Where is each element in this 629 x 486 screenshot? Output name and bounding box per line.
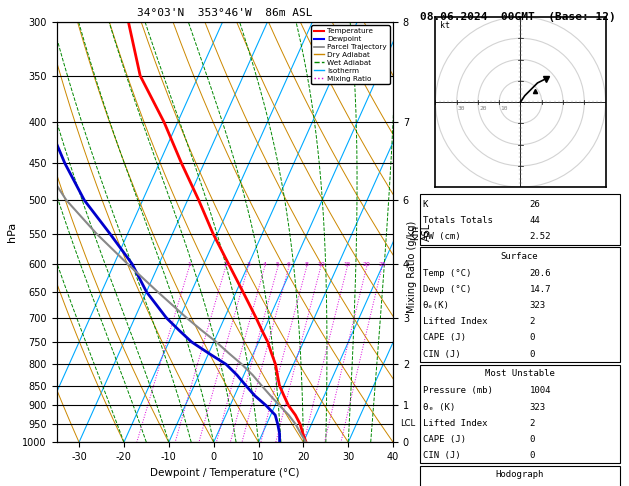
Text: CIN (J): CIN (J) — [423, 349, 460, 359]
Text: 5: 5 — [276, 262, 280, 267]
Text: Mixing Ratio (g/kg): Mixing Ratio (g/kg) — [407, 221, 417, 313]
Text: 1: 1 — [187, 262, 191, 267]
Text: 15: 15 — [343, 262, 351, 267]
Text: 2: 2 — [530, 317, 535, 327]
Text: K: K — [423, 200, 428, 209]
Text: 20: 20 — [363, 262, 370, 267]
Text: 8: 8 — [304, 262, 309, 267]
Text: Temp (°C): Temp (°C) — [423, 269, 471, 278]
Text: 0: 0 — [530, 349, 535, 359]
Text: 08.06.2024  00GMT  (Base: 12): 08.06.2024 00GMT (Base: 12) — [420, 12, 616, 22]
Text: 20: 20 — [479, 105, 487, 110]
Text: 323: 323 — [530, 301, 546, 311]
Text: PW (cm): PW (cm) — [423, 232, 460, 242]
Text: 26: 26 — [530, 200, 540, 209]
Text: 10: 10 — [317, 262, 325, 267]
Text: 30: 30 — [458, 105, 465, 110]
Text: kt: kt — [440, 20, 450, 30]
Text: 2.52: 2.52 — [530, 232, 551, 242]
Y-axis label: hPa: hPa — [7, 222, 17, 242]
Text: θₑ (K): θₑ (K) — [423, 402, 455, 412]
Text: Pressure (mb): Pressure (mb) — [423, 386, 493, 396]
Text: 4: 4 — [263, 262, 267, 267]
Text: 2: 2 — [224, 262, 228, 267]
Text: 0: 0 — [530, 434, 535, 444]
Text: LCL: LCL — [400, 419, 415, 428]
Text: CAPE (J): CAPE (J) — [423, 333, 465, 343]
Text: 1004: 1004 — [530, 386, 551, 396]
Text: 20.6: 20.6 — [530, 269, 551, 278]
Title: 34°03'N  353°46'W  86m ASL: 34°03'N 353°46'W 86m ASL — [137, 8, 313, 18]
Text: 3: 3 — [246, 262, 250, 267]
Text: 14.7: 14.7 — [530, 285, 551, 295]
Text: 323: 323 — [530, 402, 546, 412]
Text: Surface: Surface — [501, 252, 538, 260]
Text: 44: 44 — [530, 216, 540, 226]
Text: CIN (J): CIN (J) — [423, 451, 460, 460]
Text: Hodograph: Hodograph — [496, 470, 543, 479]
Text: 0: 0 — [530, 451, 535, 460]
Text: 25: 25 — [378, 262, 386, 267]
Text: Lifted Index: Lifted Index — [423, 418, 487, 428]
Text: θₑ(K): θₑ(K) — [423, 301, 450, 311]
Text: CAPE (J): CAPE (J) — [423, 434, 465, 444]
Legend: Temperature, Dewpoint, Parcel Trajectory, Dry Adiabat, Wet Adiabat, Isotherm, Mi: Temperature, Dewpoint, Parcel Trajectory… — [311, 25, 389, 85]
Text: Dewp (°C): Dewp (°C) — [423, 285, 471, 295]
Text: 6: 6 — [287, 262, 291, 267]
Text: 10: 10 — [500, 105, 508, 110]
Text: 0: 0 — [530, 333, 535, 343]
Text: Most Unstable: Most Unstable — [484, 369, 555, 378]
Y-axis label: km
ASL: km ASL — [411, 223, 432, 241]
Text: 2: 2 — [530, 418, 535, 428]
Text: Lifted Index: Lifted Index — [423, 317, 487, 327]
Text: Totals Totals: Totals Totals — [423, 216, 493, 226]
X-axis label: Dewpoint / Temperature (°C): Dewpoint / Temperature (°C) — [150, 468, 299, 478]
